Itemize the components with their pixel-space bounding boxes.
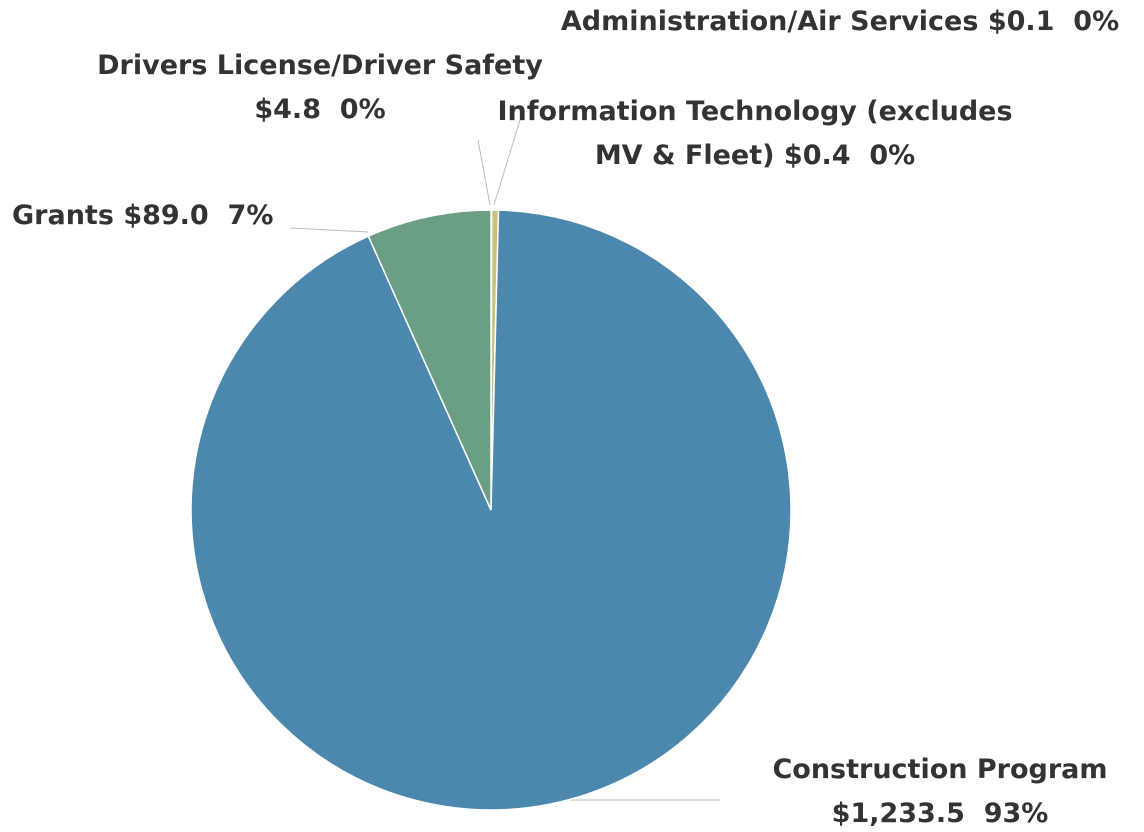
value-label: $0.4	[783, 140, 851, 171]
leader-line	[493, 119, 521, 206]
leader-lines	[289, 119, 720, 801]
category: Drivers License/Driver Safety	[97, 50, 543, 81]
value-label: $89.0	[123, 200, 209, 231]
percent-label: 93%	[983, 798, 1049, 829]
pie-slice	[367, 209, 492, 511]
leader-line	[289, 227, 369, 233]
slice-label: Administration/Air Services $0.1 0%	[540, 0, 1140, 44]
category: Administration/Air Services	[560, 6, 979, 37]
slice-label: Information Technology (excludes MV & Fl…	[470, 90, 1040, 178]
percent-label: 7%	[227, 200, 274, 231]
category: Grants	[12, 200, 114, 231]
slice-label: Grants $89.0 7%	[12, 194, 312, 238]
percent-label: 0%	[869, 140, 916, 171]
percent-label: 0%	[339, 94, 386, 125]
value-label: $4.8	[254, 94, 321, 125]
category: Information Technology (excludes MV & Fl…	[497, 96, 1013, 171]
category: Construction Program	[772, 754, 1108, 785]
value-label: $0.1	[987, 6, 1055, 37]
slice-label: Construction Program $1,233.5 93%	[760, 748, 1120, 832]
leader-line	[477, 139, 491, 206]
percent-label: 0%	[1073, 6, 1120, 37]
slice-label: Drivers License/Driver Safety $4.8 0%	[70, 44, 570, 132]
value-label: $1,233.5	[831, 798, 965, 829]
